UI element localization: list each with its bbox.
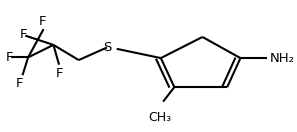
Text: F: F <box>20 29 27 41</box>
Text: CH₃: CH₃ <box>149 111 172 124</box>
Text: F: F <box>16 77 23 89</box>
Text: S: S <box>103 41 111 54</box>
Text: F: F <box>55 67 63 80</box>
Text: F: F <box>6 51 13 64</box>
Text: NH₂: NH₂ <box>270 52 295 65</box>
Text: F: F <box>38 15 46 28</box>
